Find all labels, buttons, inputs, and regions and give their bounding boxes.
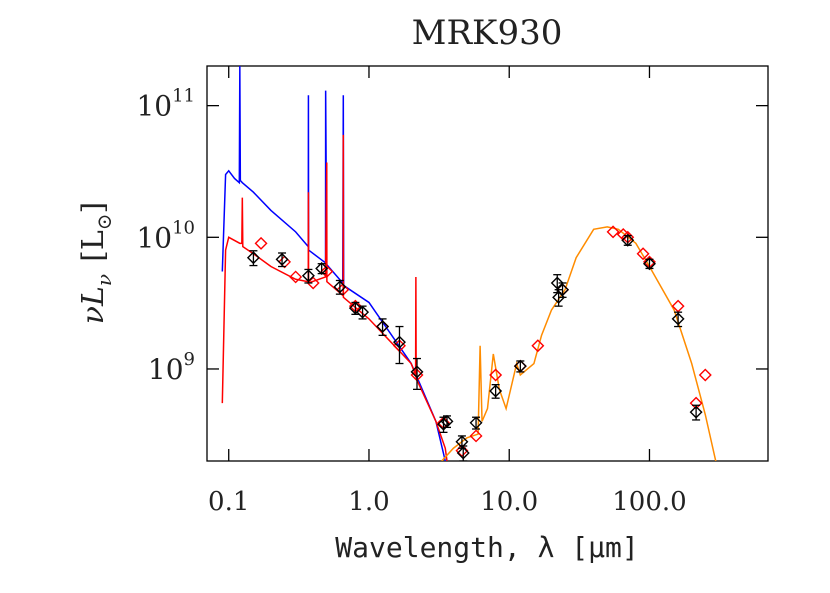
data-point — [301, 269, 315, 283]
data-point — [356, 305, 370, 319]
x-tick-label: 10.0 — [480, 487, 538, 517]
y-label-part: ν — [92, 274, 116, 286]
data-point — [410, 365, 424, 379]
y-tick-exponent: 11 — [172, 86, 195, 107]
plot-frame — [206, 65, 769, 462]
data-point — [320, 264, 334, 278]
data-point — [556, 283, 570, 297]
data-point — [698, 368, 712, 382]
data-point — [469, 429, 483, 443]
model-line — [221, 134, 448, 461]
data-point — [289, 270, 303, 284]
data-point — [489, 384, 503, 398]
data-point — [275, 252, 289, 266]
y-tick-label: 109 — [148, 349, 195, 386]
chart-title: MRK930 — [412, 13, 563, 53]
data-point — [376, 320, 390, 334]
data-point — [606, 225, 620, 239]
data-point — [469, 416, 483, 430]
y-tick-exponent: 10 — [172, 217, 195, 238]
data-point — [489, 368, 503, 382]
y-label-part: ] — [76, 202, 111, 214]
data-point — [455, 435, 469, 449]
y-tick-exponent: 9 — [184, 349, 195, 370]
data-point — [689, 405, 703, 419]
data-point — [440, 414, 454, 428]
y-axis-label: νLν [L⊙] — [76, 202, 116, 324]
data-point — [278, 255, 292, 269]
model-line — [221, 66, 447, 461]
x-tick-label: 1.0 — [348, 487, 389, 517]
data-point — [246, 251, 260, 265]
data-point — [392, 335, 406, 349]
y-tick-base: 10 — [136, 90, 172, 123]
y-tick-label: 1010 — [136, 217, 195, 254]
data-point — [336, 283, 350, 297]
data-point — [671, 312, 685, 326]
y-label-part: νL — [76, 286, 111, 324]
data-point — [333, 280, 347, 294]
data-point — [456, 446, 470, 460]
data-point — [621, 233, 635, 247]
y-tick-base: 10 — [148, 353, 184, 386]
y-tick-label: 1011 — [136, 86, 195, 123]
error-bar — [412, 357, 421, 391]
data-point — [550, 276, 564, 290]
data-point — [636, 247, 650, 261]
data-point — [315, 261, 329, 275]
y-tick-base: 10 — [136, 221, 172, 254]
y-label-part: [L — [76, 230, 111, 262]
data-point — [513, 359, 527, 373]
x-axis-label: Wavelength, λ [μm] — [335, 531, 638, 564]
x-tick-label: 100.0 — [612, 487, 686, 517]
error-bar — [395, 325, 404, 365]
model-line — [441, 226, 717, 461]
x-tick-label: 0.1 — [208, 487, 249, 517]
data-point — [254, 236, 268, 250]
data-point — [642, 257, 656, 271]
data-point — [531, 339, 545, 353]
y-label-part: ⊙ — [92, 213, 116, 230]
plot-area — [221, 66, 717, 461]
